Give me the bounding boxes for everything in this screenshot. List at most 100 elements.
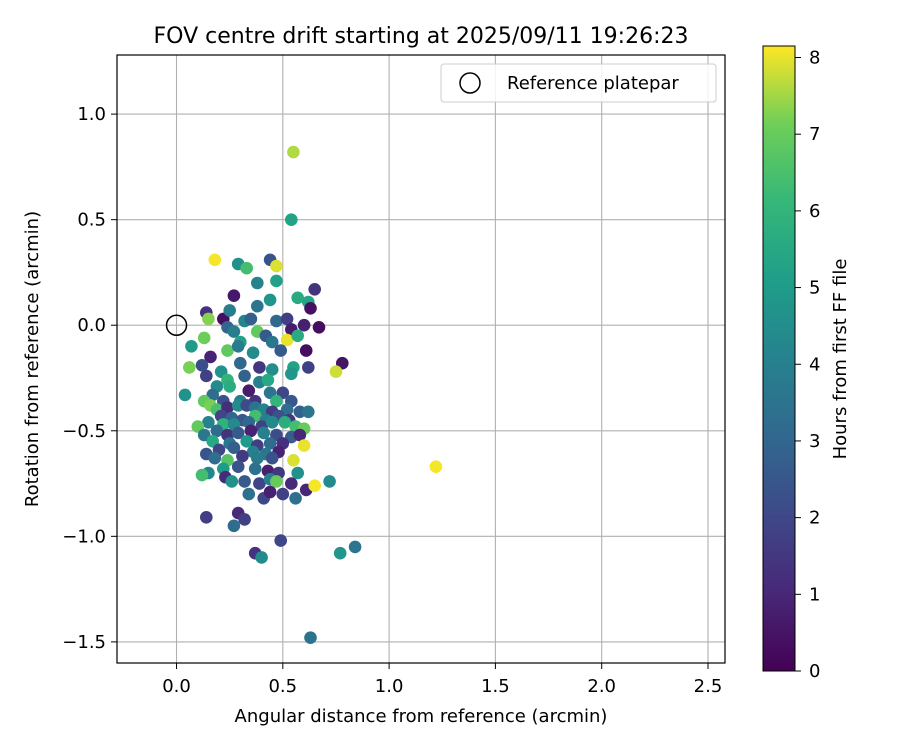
scatter-point <box>183 361 196 374</box>
grid-lines <box>117 55 725 663</box>
scatter-point <box>250 451 264 465</box>
colorbar-tick-label: 5 <box>809 278 820 299</box>
scatter-point <box>225 475 239 488</box>
scatter-point <box>270 394 283 408</box>
x-tick-label: 2.5 <box>694 676 723 697</box>
colorbar-tick-label: 6 <box>809 201 820 222</box>
scatter-point <box>304 631 317 644</box>
legend-reference-icon <box>459 72 481 94</box>
y-tick-label: 0.0 <box>77 315 106 336</box>
scatter-point <box>250 299 264 313</box>
scatter-point <box>302 405 315 419</box>
colorbar-tick-label: 3 <box>809 431 820 452</box>
scatter-point <box>270 259 283 273</box>
scatter-point <box>263 293 277 307</box>
scatter-point <box>210 424 224 438</box>
y-axis-label: Rotation from reference (arcmin) <box>22 211 43 507</box>
scatter-point <box>270 314 283 328</box>
scatter-point <box>202 312 215 326</box>
scatter-point <box>204 350 217 364</box>
scatter-point <box>236 449 249 463</box>
scatter-point <box>242 487 256 501</box>
scatter-point <box>240 261 253 275</box>
y-tick-label: −1.0 <box>62 526 106 547</box>
scatter-point <box>265 416 279 429</box>
scatter-point <box>227 441 241 455</box>
scatter-point <box>265 335 279 349</box>
plot-frame <box>116 54 726 664</box>
x-axis-label: Angular distance from reference (arcmin) <box>235 706 608 727</box>
scatter-point <box>231 340 245 353</box>
scatter-point <box>257 426 271 440</box>
scatter-point <box>246 346 260 360</box>
scatter-point <box>276 487 290 501</box>
scatter-point <box>253 361 266 374</box>
scatter-point <box>291 291 305 305</box>
y-axis-ticks: 1.0 0.5 0.0 −0.5 −1.0 −1.5 <box>62 104 117 653</box>
scatter-point <box>287 145 300 159</box>
scatter-point <box>185 340 198 353</box>
scatter-point <box>231 460 245 474</box>
scatter-point <box>333 546 347 560</box>
scatter-point <box>302 361 315 374</box>
scatter-point <box>227 289 241 303</box>
legend-entry-reference: Reference platepar <box>507 73 679 94</box>
scatter-point <box>287 454 300 467</box>
scatter-point <box>274 534 288 547</box>
scatter-point <box>308 283 322 296</box>
colorbar-tick-label: 7 <box>809 124 820 145</box>
scatter-point <box>308 479 322 493</box>
scatter-point <box>238 513 251 526</box>
y-tick-label: −1.5 <box>62 632 106 653</box>
colorbar <box>762 45 796 672</box>
scatter-point <box>270 274 283 288</box>
scatter-point <box>297 439 311 452</box>
scatter-point <box>255 551 268 564</box>
scatter-point <box>285 367 298 381</box>
scatter-point <box>248 462 262 476</box>
scatter-point <box>231 426 245 440</box>
scatter-point <box>202 416 215 429</box>
x-tick-label: 1.0 <box>375 676 404 697</box>
colorbar-tick-label: 0 <box>809 661 820 682</box>
scatter-point <box>227 325 241 338</box>
y-tick-label: −0.5 <box>62 421 106 442</box>
scatter-point <box>265 451 279 465</box>
scatter-point <box>263 437 277 450</box>
scatter-point <box>208 451 222 465</box>
scatter-points <box>178 145 443 644</box>
reference-point-marker <box>165 314 188 336</box>
y-tick-label: 0.5 <box>77 210 106 231</box>
scatter-point <box>200 511 213 524</box>
y-tick-label: 1.0 <box>77 104 106 125</box>
scatter-point <box>280 333 294 347</box>
scatter-point <box>238 475 251 488</box>
scatter-point <box>265 363 279 376</box>
scatter-point <box>291 329 305 343</box>
colorbar-tick-label: 1 <box>809 584 820 605</box>
colorbar-tick-label: 8 <box>809 48 820 69</box>
scatter-point <box>178 388 192 402</box>
chart-title: FOV centre drift starting at 2025/09/11 … <box>154 24 689 49</box>
x-axis-ticks: 0.0 0.5 1.0 1.5 2.0 2.5 <box>162 663 722 697</box>
scatter-point <box>253 477 266 490</box>
x-tick-label: 0.5 <box>268 676 297 697</box>
x-tick-label: 2.0 <box>587 676 616 697</box>
scatter-point <box>289 492 302 505</box>
scatter-point <box>293 428 307 442</box>
scatter-point <box>261 373 275 387</box>
colorbar-tick-label: 4 <box>809 354 820 375</box>
scatter-point <box>429 460 443 474</box>
scatter-point <box>297 318 311 332</box>
x-tick-label: 0.0 <box>162 676 191 697</box>
scatter-point <box>278 416 292 429</box>
scatter-point <box>208 253 222 267</box>
scatter-point <box>234 356 247 370</box>
colorbar-tick-label: 2 <box>809 508 820 529</box>
legend-box: Reference platepar <box>440 63 717 103</box>
scatter-point <box>195 468 209 482</box>
scatter-point <box>270 475 283 488</box>
scatter-point <box>244 312 258 326</box>
scatter-point <box>304 302 317 315</box>
